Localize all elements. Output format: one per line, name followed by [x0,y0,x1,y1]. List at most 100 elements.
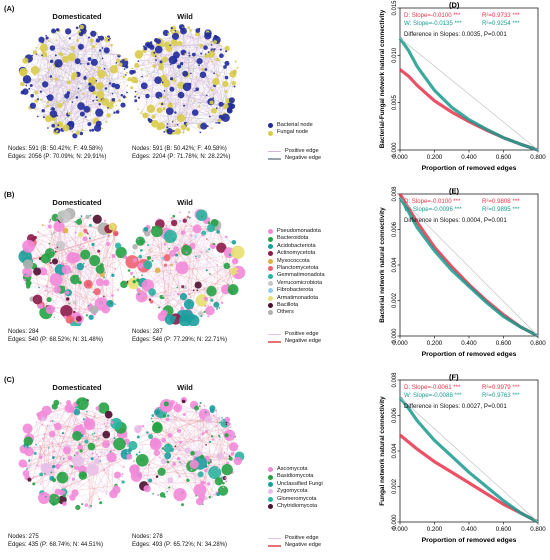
network-node [160,458,168,465]
network-edge [34,74,53,109]
network-edge [138,405,200,438]
network-node [200,251,202,253]
network-node [96,99,98,101]
network-node [154,76,162,84]
network-edge [48,27,82,119]
network-node [177,90,180,92]
network-node [95,108,104,117]
network-node [31,477,34,480]
network-node [163,227,165,230]
network-edge [163,228,212,297]
network-node [86,62,90,66]
network-edge [204,252,230,313]
network-node [104,425,107,428]
network-node [84,439,89,444]
network-node [188,54,191,57]
series-line-W [398,196,539,338]
network-edge [60,219,114,301]
network-edges [22,399,131,507]
network-node [200,315,203,317]
panel-b-legend-label: Bacillota [277,301,299,308]
network-node [46,424,49,427]
network-node [30,65,40,75]
network-node [109,65,119,74]
network-node [47,224,52,229]
positive-edge-swatch [268,538,281,540]
network-edge [215,410,221,457]
network-node [24,273,27,276]
network-node [166,460,170,464]
network-node [217,485,229,496]
network-node [55,463,61,469]
network-node [87,122,92,127]
network-node [150,437,160,448]
network-node [163,495,166,498]
network-node [60,304,73,318]
network-node [195,497,204,506]
network-node [142,112,149,119]
network-node [221,463,233,476]
plot-frame [399,379,539,523]
panel-b-label: (B) [4,190,15,199]
network-edge [189,217,192,226]
positive-edge-swatch [268,151,281,153]
network-node [71,489,79,497]
network-edge [52,433,92,506]
network-edge [50,27,82,77]
network-node [204,32,212,40]
network-edge [158,217,190,220]
network-edge [40,434,107,447]
network-node [23,278,26,282]
network-node [49,45,56,51]
network-node [223,429,236,441]
network-node [152,421,162,432]
network-node [88,223,92,227]
network-node [46,296,52,303]
network-node [189,29,192,32]
network-node [46,104,50,108]
network-node [195,257,198,260]
network-node [198,436,201,439]
network-node [146,75,149,77]
network-node [214,477,224,486]
network-node [27,282,29,285]
network-node [168,486,171,489]
panel-b-legend-label: Acidobacteriota [277,242,316,249]
network-edge [25,437,115,448]
panel-c-legend-swatch [268,467,273,473]
network-edge [144,50,173,81]
network-edge [49,253,111,304]
network-node [138,293,140,296]
network-edge [138,239,183,287]
network-node [103,279,110,286]
network-node [69,464,72,467]
network-edge [181,56,194,64]
network-node [195,452,197,454]
network-edge [134,468,200,502]
network-edge [138,59,218,62]
network-node [134,50,144,59]
network-node [224,90,228,94]
network-node [224,45,230,51]
x-axis-label: Proportion of removed edges [422,537,517,544]
network-node [65,28,72,35]
network-node [33,451,37,455]
network-node [47,127,49,129]
network-node [194,405,199,411]
network-node [103,422,106,425]
network-node [54,250,57,253]
x-tick-label: 0.800 [530,340,546,347]
network-node [49,110,58,118]
network-node [163,401,169,407]
network-node [158,122,166,130]
network-node [41,51,48,58]
network-node [154,45,163,54]
network-edge [166,272,239,312]
network-node [208,440,212,443]
network-edge [193,56,230,111]
network-edge [28,443,59,452]
network-edge [56,26,82,66]
network-edge [107,243,113,296]
network-node [123,255,128,260]
network-node [89,255,101,267]
